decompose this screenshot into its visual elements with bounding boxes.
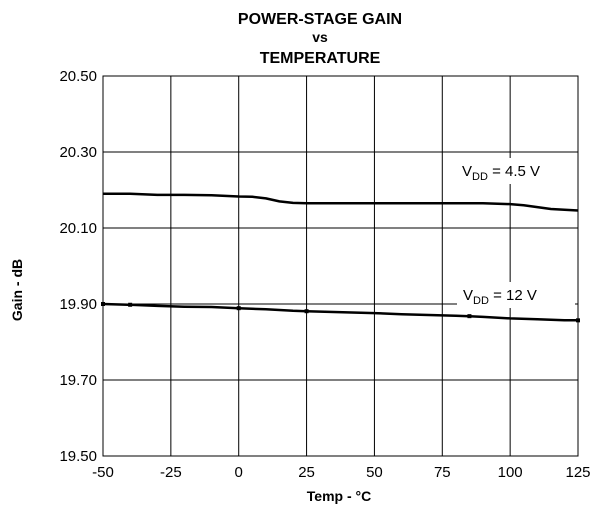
series-point	[467, 314, 472, 319]
chart-title-line-3: TEMPERATURE	[260, 50, 381, 67]
series-line	[102, 302, 578, 322]
grid	[102, 75, 579, 457]
x-tick-label: -50	[92, 464, 114, 481]
series-line	[103, 192, 579, 212]
x-tick-label: 50	[366, 464, 383, 481]
x-tick-label: 25	[298, 464, 315, 481]
y-tick-label: 20.10	[59, 220, 97, 237]
chart-title-line-2: vs	[312, 29, 328, 45]
y-axis-title: Gain - dB	[9, 259, 25, 321]
series-label-bg	[456, 158, 574, 184]
x-tick-label: 0	[235, 464, 243, 481]
plot-frame	[102, 75, 579, 457]
series-annotations: VDD = 4.5 V VDD = 12 V	[456, 158, 575, 308]
y-tick-label: 19.70	[59, 372, 97, 389]
series-point	[576, 318, 580, 323]
series-point	[304, 309, 309, 314]
series-point	[101, 302, 105, 306]
y-tick-label: 19.90	[59, 296, 97, 313]
x-tick-label: 100	[498, 464, 523, 481]
x-axis-title: Temp - °C	[307, 488, 371, 504]
y-tick-label: 20.30	[59, 144, 97, 161]
series-label-bg	[457, 282, 575, 308]
series-point	[236, 306, 241, 311]
x-tick-label: 75	[434, 464, 451, 481]
y-tick-label: 20.50	[59, 68, 97, 85]
series-lines	[101, 192, 580, 323]
series-point	[128, 302, 133, 307]
chart-title-line-1: POWER-STAGE GAIN	[238, 11, 402, 28]
tick-labels: -50 -25 0 25 50 75 100 125 19.50 19.70 19.90 20.10 2…	[59, 68, 590, 481]
series-label: VDD = 4.5 V	[462, 163, 540, 183]
x-tick-label: -25	[160, 464, 182, 481]
series-label: VDD = 12 V	[463, 287, 537, 307]
x-tick-label: 125	[565, 464, 590, 481]
y-tick-label: 19.50	[59, 448, 97, 465]
